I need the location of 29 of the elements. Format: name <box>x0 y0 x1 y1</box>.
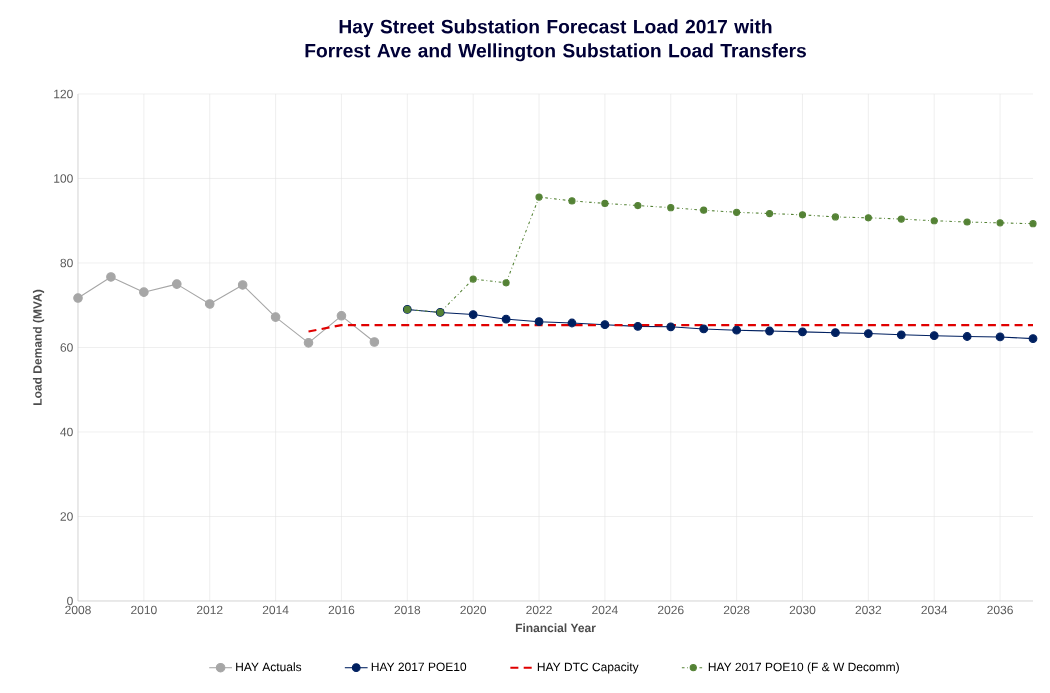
chart-title: Hay Street Substation Forecast Load 2017 with Forrest Ave and Wellington Substation Load Transfers <box>305 19 806 62</box>
x-tick-label: 2014 <box>262 605 289 615</box>
x-tick-label: 2034 <box>921 605 948 615</box>
x-tick-label: 2026 <box>658 605 684 615</box>
x-tick-label: 2010 <box>131 605 157 615</box>
y-tick-label: 80 <box>60 258 73 268</box>
y-tick-label: 0 <box>67 596 73 606</box>
y-tick-label: 100 <box>54 174 73 183</box>
y-tick-label: 40 <box>60 427 73 437</box>
legend-label: HAY Actuals <box>236 662 302 672</box>
x-axis-title: Financial Year <box>515 623 596 633</box>
x-tick-label: 2036 <box>987 605 1013 615</box>
legend-label: HAY 2017 POE10 <box>371 662 467 672</box>
x-tick-label: 2020 <box>460 605 487 615</box>
x-tick-label: 2022 <box>526 605 552 615</box>
legend-label: HAY DTC Capacity <box>537 662 639 674</box>
x-tick-label: 2030 <box>789 605 816 615</box>
x-tick-label: 2028 <box>723 605 750 615</box>
x-tick-label: 2012 <box>196 605 223 615</box>
y-tick-label: 60 <box>60 343 73 352</box>
x-tick-label: 2008 <box>65 605 91 615</box>
y-tick-label: 20 <box>60 512 73 521</box>
x-tick-label: 2018 <box>394 605 421 615</box>
y-axis-title: Load Demand (MVA) <box>32 289 45 405</box>
legend-label: HAY 2017 POE10 (F & W Decomm) <box>708 662 899 674</box>
y-tick-label: 120 <box>54 89 73 99</box>
x-tick-label: 2024 <box>592 605 618 615</box>
x-tick-label: 2032 <box>855 605 882 615</box>
x-tick-label: 2016 <box>328 605 355 615</box>
